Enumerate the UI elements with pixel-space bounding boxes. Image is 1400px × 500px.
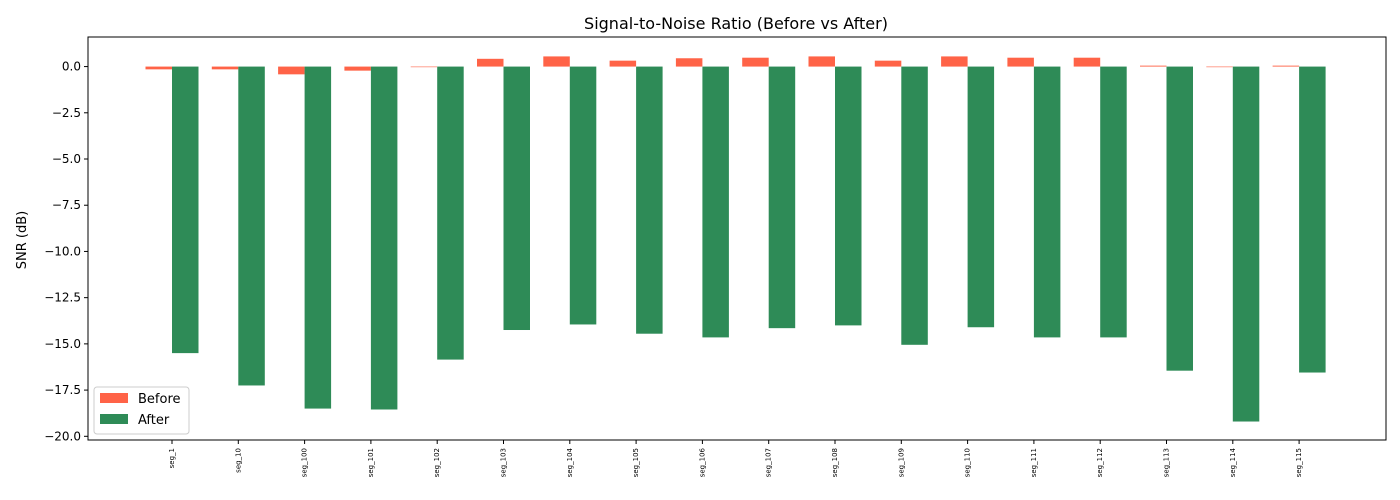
bar-after-seg_104 bbox=[569, 66, 597, 325]
x-tick-label: seg_107 bbox=[765, 448, 773, 477]
bar-after-seg_110 bbox=[967, 66, 995, 328]
x-tick-label: seg_113 bbox=[1163, 448, 1171, 477]
bar-before-seg_100 bbox=[278, 66, 305, 75]
y-tick-label: −17.5 bbox=[44, 383, 81, 397]
legend-swatch-before bbox=[100, 393, 128, 403]
x-tick-label: seg_109 bbox=[897, 448, 905, 477]
bar-after-seg_100 bbox=[304, 66, 332, 409]
legend-label-after: After bbox=[138, 413, 170, 428]
x-tick-label: seg_100 bbox=[301, 448, 309, 477]
bar-before-seg_111 bbox=[1007, 57, 1034, 67]
legend-swatch-after bbox=[100, 414, 128, 424]
bar-after-seg_106 bbox=[702, 66, 729, 338]
series-before-bars bbox=[145, 56, 1300, 75]
bar-after-seg_107 bbox=[768, 66, 796, 329]
y-tick-label: −12.5 bbox=[44, 291, 81, 305]
x-tick-label: seg_1 bbox=[168, 448, 176, 468]
bar-before-seg_113 bbox=[1140, 65, 1167, 67]
bar-after-seg_112 bbox=[1100, 66, 1127, 338]
x-tick-label: seg_101 bbox=[367, 448, 375, 477]
y-tick-label: −20.0 bbox=[44, 429, 81, 443]
bar-before-seg_102 bbox=[410, 66, 438, 68]
bar-after-seg_103 bbox=[503, 66, 530, 331]
bar-before-seg_104 bbox=[543, 56, 570, 67]
x-tick-label: seg_105 bbox=[632, 448, 640, 477]
y-tick-label: −2.5 bbox=[52, 106, 81, 120]
y-tick-label: −10.0 bbox=[44, 244, 81, 258]
y-tick-label: −7.5 bbox=[52, 198, 81, 212]
bar-before-seg_105 bbox=[609, 60, 637, 67]
bar-after-seg_113 bbox=[1166, 66, 1193, 371]
x-tick-label: seg_102 bbox=[433, 448, 441, 477]
bar-before-seg_114 bbox=[1206, 66, 1233, 68]
bar-before-seg_112 bbox=[1073, 57, 1101, 67]
x-tick-label: seg_108 bbox=[831, 448, 839, 477]
plot-area-frame bbox=[87, 36, 1387, 441]
bar-before-seg_110 bbox=[941, 56, 968, 67]
x-tick-label: seg_111 bbox=[1030, 448, 1038, 477]
bar-before-seg_101 bbox=[344, 66, 371, 71]
bar-after-seg_101 bbox=[370, 66, 398, 410]
y-axis-label: SNR (dB) bbox=[15, 211, 30, 269]
x-tick-label: seg_110 bbox=[964, 448, 972, 477]
series-after-bars bbox=[172, 66, 1326, 422]
y-tick-label: −5.0 bbox=[52, 152, 81, 166]
bar-before-seg_108 bbox=[808, 56, 835, 67]
bar-before-seg_106 bbox=[675, 58, 703, 67]
bar-after-seg_1 bbox=[172, 66, 199, 354]
bar-after-seg_115 bbox=[1299, 66, 1326, 373]
x-tick-label: seg_115 bbox=[1295, 448, 1303, 477]
bar-after-seg_10 bbox=[238, 66, 265, 386]
bar-after-seg_102 bbox=[437, 66, 464, 360]
legend: Before After bbox=[93, 386, 190, 435]
bar-after-seg_105 bbox=[636, 66, 663, 334]
bar-after-seg_108 bbox=[835, 66, 862, 326]
bar-before-seg_103 bbox=[477, 58, 504, 67]
x-tick-label: seg_10 bbox=[234, 448, 242, 473]
bar-before-seg_1 bbox=[145, 66, 172, 70]
bar-after-seg_111 bbox=[1033, 66, 1061, 338]
y-tick-label: −15.0 bbox=[44, 337, 81, 351]
chart-title: Signal-to-Noise Ratio (Before vs After) bbox=[584, 14, 888, 33]
bar-before-seg_109 bbox=[874, 60, 902, 67]
x-tick-label: seg_103 bbox=[500, 448, 508, 477]
x-tick-label: seg_114 bbox=[1229, 447, 1237, 477]
x-tick-label: seg_112 bbox=[1096, 448, 1104, 477]
bar-before-seg_115 bbox=[1272, 65, 1300, 67]
bar-after-seg_114 bbox=[1232, 66, 1260, 422]
y-axis-ticks: 0.0 −2.5 −5.0 −7.5 −10.0 −12.5 −15.0 −17.5 −20.0 bbox=[44, 60, 88, 443]
legend-label-before: Before bbox=[138, 392, 181, 407]
bar-before-seg_107 bbox=[742, 57, 769, 67]
x-tick-label: seg_106 bbox=[698, 447, 706, 477]
bar-after-seg_109 bbox=[901, 66, 928, 345]
x-axis-ticks: seg_1 seg_10 seg_100 seg_101 seg_102 seg_103 s… bbox=[168, 440, 1303, 477]
y-tick-label: 0.0 bbox=[62, 60, 81, 74]
bar-before-seg_10 bbox=[211, 66, 239, 70]
x-tick-label: seg_104 bbox=[566, 447, 574, 477]
